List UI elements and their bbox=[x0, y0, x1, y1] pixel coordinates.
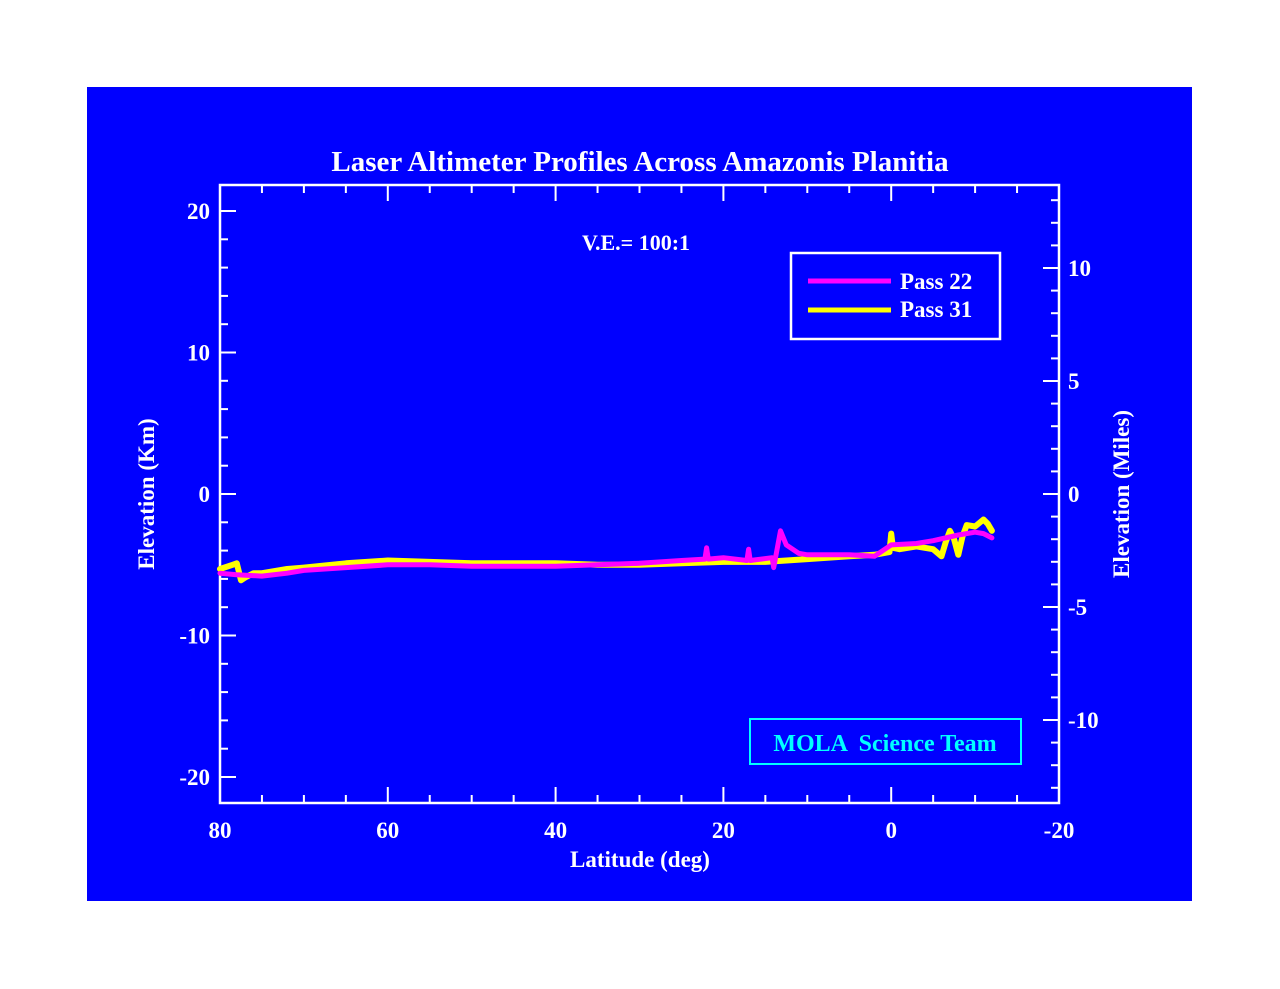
chart-panel bbox=[87, 87, 1192, 901]
chart-title: Laser Altimeter Profiles Across Amazonis… bbox=[331, 146, 949, 178]
credit-box: MOLA Science Team bbox=[749, 718, 1022, 765]
x-axis-title: Latitude (deg) bbox=[570, 847, 710, 872]
y-tick-label-left: 0 bbox=[199, 482, 211, 507]
legend-label-pass-31: Pass 31 bbox=[900, 297, 972, 322]
credit-frame bbox=[749, 718, 1022, 765]
y-axis-title-right: Elevation (Miles) bbox=[1109, 410, 1134, 578]
y-axis-title-left: Elevation (Km) bbox=[134, 418, 159, 569]
data-series bbox=[217, 516, 995, 584]
series-line-pass-22 bbox=[217, 528, 995, 579]
y-tick-label-right: 5 bbox=[1068, 369, 1080, 394]
vertical-exaggeration-label: V.E.= 100:1 bbox=[582, 230, 690, 255]
x-tick-label: 40 bbox=[544, 818, 567, 843]
axis-tick-labels: 80 60 40 20 0 -20 20 10 0 -10 -20 10 5 0 -5 -10 bbox=[179, 199, 1098, 843]
y-tick-label-left: 10 bbox=[187, 341, 210, 366]
y-tick-label-right: -10 bbox=[1068, 708, 1099, 733]
y-tick-label-left: -20 bbox=[179, 765, 210, 790]
axis-ticks bbox=[219, 185, 1060, 803]
legend-label-pass-22: Pass 22 bbox=[900, 269, 972, 294]
legend: Pass 22 Pass 31 bbox=[789, 251, 1002, 341]
series-line-pass-31 bbox=[217, 516, 995, 584]
x-tick-label: 60 bbox=[376, 818, 399, 843]
legend-box bbox=[789, 251, 1002, 341]
credit-label: MOLA Science Team bbox=[773, 731, 996, 757]
y-tick-label-right: 10 bbox=[1068, 256, 1091, 281]
y-tick-label-right: -5 bbox=[1068, 595, 1087, 620]
y-tick-label-left: -10 bbox=[179, 624, 210, 649]
y-tick-label-left: 20 bbox=[187, 199, 210, 224]
y-tick-label-right: 0 bbox=[1068, 482, 1080, 507]
x-tick-label: 0 bbox=[885, 818, 897, 843]
x-tick-label: 80 bbox=[209, 818, 232, 843]
x-tick-label: 20 bbox=[712, 818, 735, 843]
x-tick-label: -20 bbox=[1044, 818, 1075, 843]
